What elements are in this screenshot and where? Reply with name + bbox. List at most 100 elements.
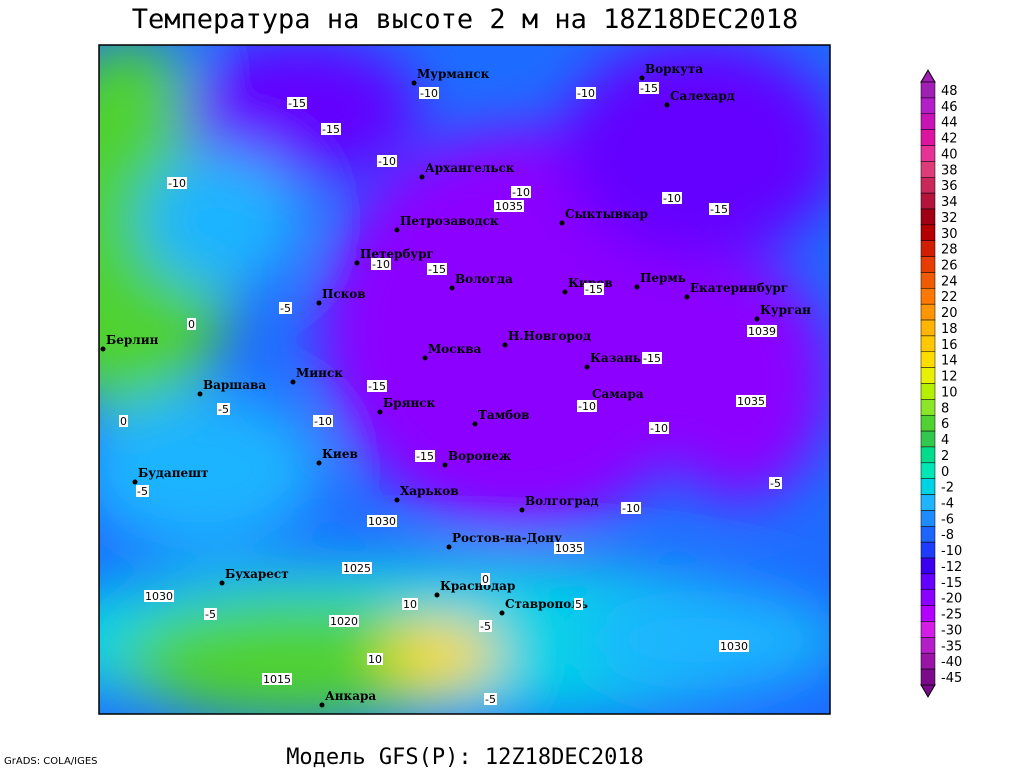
colorbar-label: -40 bbox=[941, 655, 962, 670]
contour-label: -15 bbox=[428, 263, 446, 276]
colorbar-label: 4 bbox=[941, 433, 949, 448]
city-label: Самара bbox=[592, 387, 644, 401]
model-footer: Модель GFS(P): 12Z18DEC2018 bbox=[286, 745, 644, 768]
contour-label: -5 bbox=[280, 302, 291, 315]
colorbar-label: 6 bbox=[941, 417, 949, 432]
label-box bbox=[736, 395, 766, 407]
colorbar-segment bbox=[920, 319, 936, 337]
contour-label: -15 bbox=[640, 82, 658, 95]
city-dot bbox=[394, 227, 400, 233]
city-label: Петрозаводск bbox=[400, 214, 499, 228]
colorbar-segment bbox=[920, 573, 936, 590]
city-label: Харьков bbox=[400, 484, 459, 498]
colorbar-segment bbox=[920, 192, 936, 210]
colorbar-label: 20 bbox=[941, 306, 958, 321]
colorbar-label: -45 bbox=[941, 671, 962, 686]
colorbar-top-arrow bbox=[920, 69, 936, 83]
label-box bbox=[621, 502, 641, 514]
colorbar-segment bbox=[920, 129, 936, 146]
contour-label: 0 bbox=[482, 573, 489, 586]
contour-label: 10 bbox=[403, 598, 417, 611]
colorbar-label: 44 bbox=[941, 116, 958, 131]
contour-label: -10 bbox=[372, 258, 390, 271]
colorbar-segment bbox=[920, 335, 936, 353]
colorbar-label: 12 bbox=[941, 370, 958, 385]
contour-label: 1025 bbox=[343, 562, 371, 575]
label-box bbox=[427, 263, 447, 275]
colorbar-segment bbox=[920, 272, 936, 289]
city-label: Курган bbox=[760, 303, 811, 317]
contour-label: -10 bbox=[578, 400, 596, 413]
contour-label: 1039 bbox=[748, 325, 776, 338]
city-label: Екатеринбург bbox=[690, 281, 788, 295]
colorbar-segment bbox=[920, 113, 936, 130]
contour-label-layer: -10 -10 -15 -10 -15 -15 -10 -10 -10 -15 -10 -15 -15 -… bbox=[119, 82, 782, 706]
colorbar-label: -12 bbox=[941, 560, 962, 575]
label-box bbox=[554, 542, 584, 554]
colorbar-segment bbox=[920, 351, 936, 368]
city-dot bbox=[419, 174, 425, 180]
city-dot bbox=[472, 421, 478, 427]
label-box bbox=[204, 608, 217, 620]
contour-label: 0 bbox=[120, 415, 127, 428]
colorbar-label: 14 bbox=[941, 354, 958, 369]
colorbar-label: -4 bbox=[941, 496, 954, 511]
label-box bbox=[494, 200, 524, 212]
label-box bbox=[377, 155, 397, 167]
contour-label: 0 bbox=[188, 318, 195, 331]
city-label: Н.Новгород bbox=[508, 329, 591, 343]
label-box bbox=[584, 283, 604, 295]
city-dot bbox=[100, 346, 106, 352]
contour-label: -10 bbox=[314, 415, 332, 428]
city-label: Берлин bbox=[106, 333, 159, 347]
colorbar-segment bbox=[920, 589, 936, 606]
city-label: Киев bbox=[322, 447, 358, 461]
contour-label: 1030 bbox=[720, 640, 748, 653]
city-dot bbox=[449, 285, 455, 291]
contour-label: -15 bbox=[322, 123, 340, 136]
colorbar-segment bbox=[920, 541, 936, 559]
colorbar-label: -6 bbox=[941, 512, 954, 527]
city-dot bbox=[442, 462, 448, 468]
colorbar-label: 34 bbox=[941, 195, 958, 210]
colorbar-label: 36 bbox=[941, 179, 958, 194]
contour-label: -5 bbox=[480, 620, 491, 633]
city-dot bbox=[319, 702, 325, 708]
city-label: Мурманск bbox=[417, 67, 490, 81]
label-box bbox=[402, 598, 418, 610]
city-dot bbox=[422, 355, 428, 361]
colorbar-segment bbox=[920, 177, 936, 194]
city-dot bbox=[197, 391, 203, 397]
label-box bbox=[479, 620, 492, 632]
city-label: Воронеж bbox=[448, 449, 511, 463]
label-box bbox=[262, 673, 292, 685]
contour-label: 1035 bbox=[495, 200, 523, 213]
city-label: Вологда bbox=[455, 272, 513, 286]
colorbar-segment bbox=[920, 478, 936, 495]
colorbar-segment bbox=[920, 414, 936, 432]
city-dot bbox=[411, 80, 417, 86]
label-box bbox=[709, 203, 729, 215]
city-label: Сыктывкар bbox=[565, 207, 648, 221]
city-dot bbox=[132, 479, 138, 485]
colorbar-segment bbox=[920, 494, 936, 511]
colorbar-segment bbox=[920, 510, 936, 527]
city-label: Псков bbox=[322, 287, 366, 301]
label-box bbox=[419, 87, 439, 99]
city-dot bbox=[519, 507, 525, 513]
colorbar-label: 26 bbox=[941, 259, 958, 274]
colorbar-segment bbox=[920, 81, 936, 99]
city-label: Тамбов bbox=[478, 408, 529, 422]
contour-label: -10 bbox=[420, 87, 438, 100]
label-box bbox=[481, 573, 490, 585]
contour-label: 1020 bbox=[330, 615, 358, 628]
colorbar-segment bbox=[920, 224, 936, 241]
city-layer: Мурманск Воркута Салехард Архангельск Сыктыв… bbox=[100, 62, 811, 708]
label-box bbox=[136, 485, 149, 497]
label-box bbox=[577, 400, 597, 412]
contour-label: 1030 bbox=[145, 590, 173, 603]
label-box bbox=[511, 186, 531, 198]
city-dot bbox=[684, 294, 690, 300]
colorbar-segment bbox=[920, 446, 936, 464]
colorbar-segment bbox=[920, 430, 936, 448]
